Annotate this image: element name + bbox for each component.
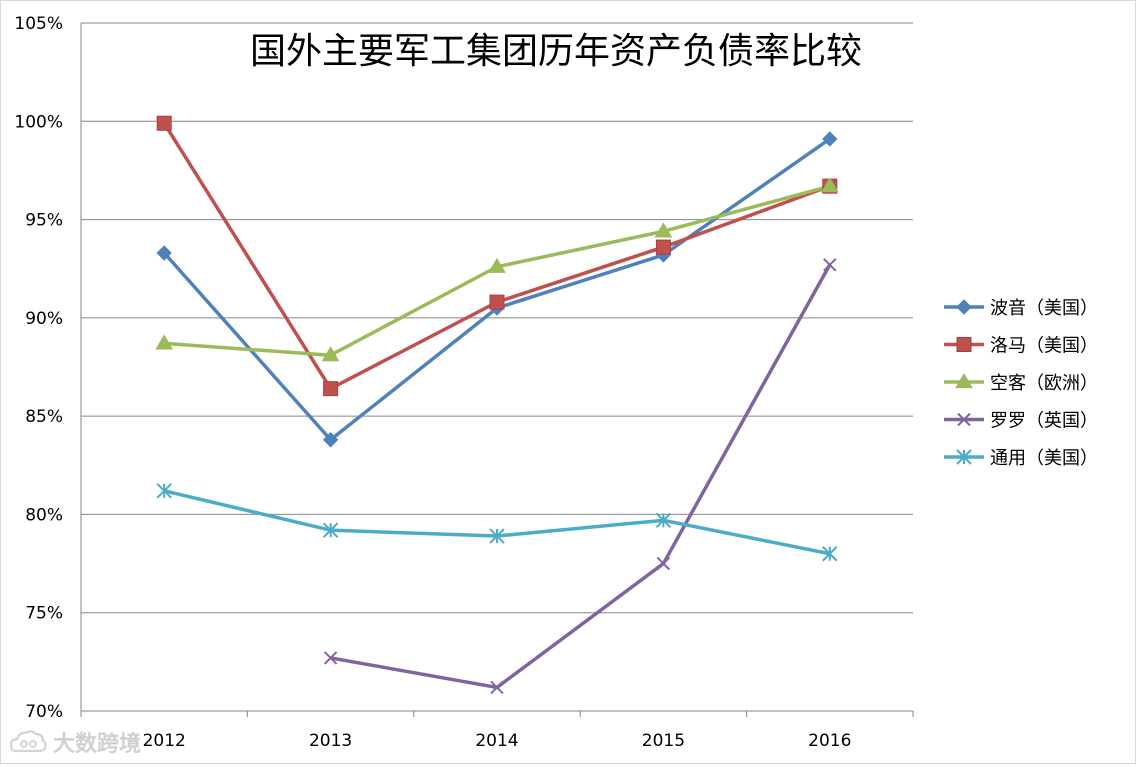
series-2-point xyxy=(323,381,339,397)
legend-item: 洛马（美国） xyxy=(944,336,1098,357)
series-5-point xyxy=(322,522,339,538)
grid-lines xyxy=(81,22,913,712)
legend-label: 波音（美国） xyxy=(990,298,1098,319)
series-1-point xyxy=(156,245,172,261)
legend-label: 通用（美国） xyxy=(990,448,1098,469)
legend-marker xyxy=(955,373,973,389)
y-tick-label: 105% xyxy=(14,14,63,34)
legend-item: 罗罗（英国） xyxy=(944,411,1098,432)
x-tick-label: 2012 xyxy=(143,731,186,751)
watermark: 大数跨境 xyxy=(9,730,141,757)
series-5-point xyxy=(156,483,172,499)
series-4-point xyxy=(323,651,338,665)
series-1-point xyxy=(822,131,838,147)
series-lines xyxy=(162,122,832,690)
series-4-point xyxy=(656,556,671,571)
series-5-point xyxy=(489,528,505,544)
series-4-line xyxy=(330,263,832,690)
series-3-point xyxy=(321,346,340,362)
x-tick-label: 2014 xyxy=(475,731,518,751)
y-tick-label: 70% xyxy=(25,702,63,722)
x-tick-label: 2015 xyxy=(642,731,685,751)
series-3-point xyxy=(155,334,174,350)
legend-label: 空客（欧洲） xyxy=(990,373,1098,394)
legend-label: 洛马（美国） xyxy=(990,336,1098,357)
axes: 70% 75% 80% 85% 90% 95% 100% 105% 2012 2013 2014 20… xyxy=(14,14,914,751)
series-2-point xyxy=(655,239,671,255)
series-3-point xyxy=(654,222,673,238)
legend-marker xyxy=(957,412,971,427)
y-tick-label: 75% xyxy=(25,604,63,624)
legend-marker xyxy=(956,337,972,352)
legend-item: 通用（美国） xyxy=(944,448,1098,469)
series-5-point xyxy=(655,512,672,529)
y-tick-label: 100% xyxy=(14,112,63,132)
chart-title: 国外主要军工集团历年资产负债率比较 xyxy=(250,31,862,72)
series-1-line xyxy=(162,137,831,442)
x-tick-label: 2013 xyxy=(309,731,352,751)
legend-marker xyxy=(956,449,972,465)
x-tick-label: 2016 xyxy=(808,731,851,751)
y-tick-label: 85% xyxy=(25,407,63,427)
y-tick-label: 90% xyxy=(25,309,63,329)
legend: 波音（美国） 洛马（美国） 空客（欧洲） 罗罗（英国） 通用（美国） xyxy=(944,298,1098,469)
legend-label: 罗罗（英国） xyxy=(990,411,1098,432)
legend-item: 空客（欧洲） xyxy=(944,373,1098,394)
y-tick-label: 80% xyxy=(25,505,63,525)
series-2-point xyxy=(489,294,505,310)
cloud-logo-icon xyxy=(9,730,47,753)
legend-item: 波音（美国） xyxy=(944,298,1098,319)
series-4-point xyxy=(490,680,504,695)
y-tick-label: 95% xyxy=(25,211,63,231)
series-5-point xyxy=(822,546,838,562)
watermark-text: 大数跨境 xyxy=(53,731,141,757)
series-markers xyxy=(155,115,839,695)
legend-marker xyxy=(956,299,972,315)
series-2-point xyxy=(156,115,172,131)
series-3-point xyxy=(488,257,506,273)
series-3-point xyxy=(820,177,839,193)
series-4-point xyxy=(823,258,837,272)
series-5-line xyxy=(163,489,831,556)
series-1-point xyxy=(322,432,339,448)
